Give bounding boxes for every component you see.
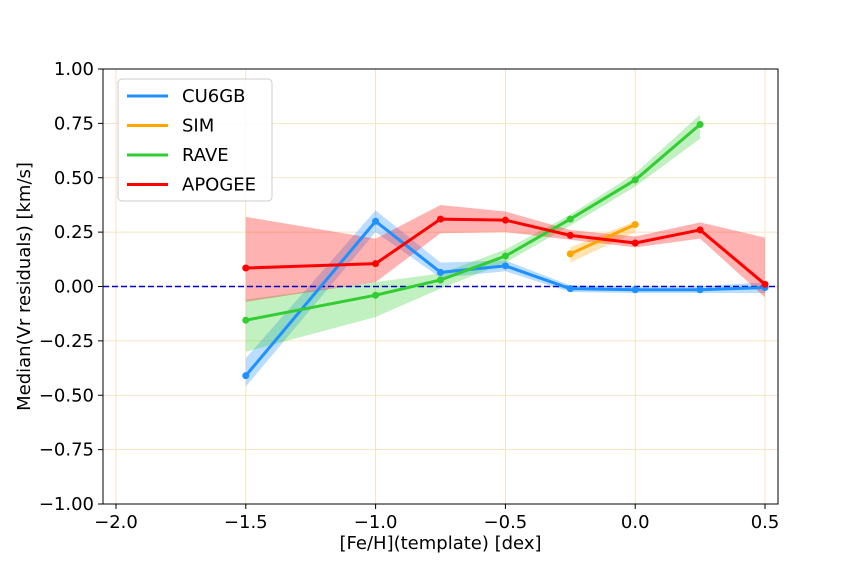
ticks: −2.0 −1.5 −1.0 −0.5 0.0 0.5 −1.00 −0.75 −0.50 −0.…	[39, 59, 780, 533]
x-tick-label: −0.5	[484, 512, 528, 533]
data-point-rave	[501, 252, 509, 260]
legend-box	[117, 78, 273, 202]
y-tick-label: −0.75	[39, 440, 94, 461]
data-point-rave	[242, 316, 250, 324]
data-point-rave	[631, 176, 639, 184]
y-tick-label: 0.00	[54, 277, 94, 298]
x-tick-label: 0.0	[621, 512, 650, 533]
data-point-cu6gb	[372, 217, 380, 225]
y-tick-label: 0.75	[54, 113, 94, 134]
data-point-apogee	[566, 231, 574, 239]
data-point-rave	[696, 120, 704, 128]
data-point-sim	[566, 250, 574, 258]
data-point-cu6gb	[501, 262, 509, 270]
data-point-cu6gb	[696, 286, 704, 294]
y-axis-label: Median(Vr residuals) [km/s]	[14, 162, 35, 411]
data-point-apogee	[242, 264, 250, 272]
y-tick-label: 0.25	[54, 222, 94, 243]
data-point-apogee	[372, 260, 380, 268]
data-point-cu6gb	[566, 285, 574, 293]
legend-label-rave: RAVE	[182, 145, 229, 166]
band-rave	[245, 114, 701, 352]
x-tick-label: 0.5	[751, 512, 780, 533]
x-axis-label: [Fe/H](template) [dex]	[340, 533, 542, 554]
data-point-cu6gb	[437, 268, 444, 276]
legend-label-apogee: APOGEE	[182, 175, 256, 196]
data-point-sim	[631, 221, 639, 229]
data-point-rave	[372, 291, 380, 299]
series-line-cu6gb	[244, 219, 766, 377]
x-tick-label: −1.0	[354, 512, 398, 533]
data-point-cu6gb	[631, 286, 639, 294]
data-point-rave	[566, 215, 574, 223]
data-point-apogee	[501, 216, 509, 224]
legend-label-cu6gb: CU6GB	[182, 86, 246, 107]
legend: CU6GB SIM RAVE APOGEE	[117, 78, 273, 202]
data-point-cu6gb	[242, 372, 250, 380]
y-tick-label: 1.00	[54, 59, 94, 80]
x-tick-label: −1.5	[224, 512, 268, 533]
series-lines	[242, 120, 769, 380]
data-point-rave	[437, 276, 444, 284]
data-point-apogee	[631, 239, 639, 247]
series-line-apogee	[245, 217, 766, 286]
y-tick-label: −1.00	[39, 494, 94, 515]
data-point-apogee	[437, 215, 444, 223]
x-tick-label: −2.0	[94, 512, 138, 533]
band-apogee	[245, 204, 766, 302]
y-tick-label: −0.25	[39, 331, 94, 352]
y-tick-label: −0.50	[39, 385, 94, 406]
data-point-apogee	[761, 280, 769, 288]
legend-label-sim: SIM	[182, 116, 214, 137]
data-point-apogee	[696, 226, 704, 234]
y-tick-label: 0.50	[54, 168, 94, 189]
